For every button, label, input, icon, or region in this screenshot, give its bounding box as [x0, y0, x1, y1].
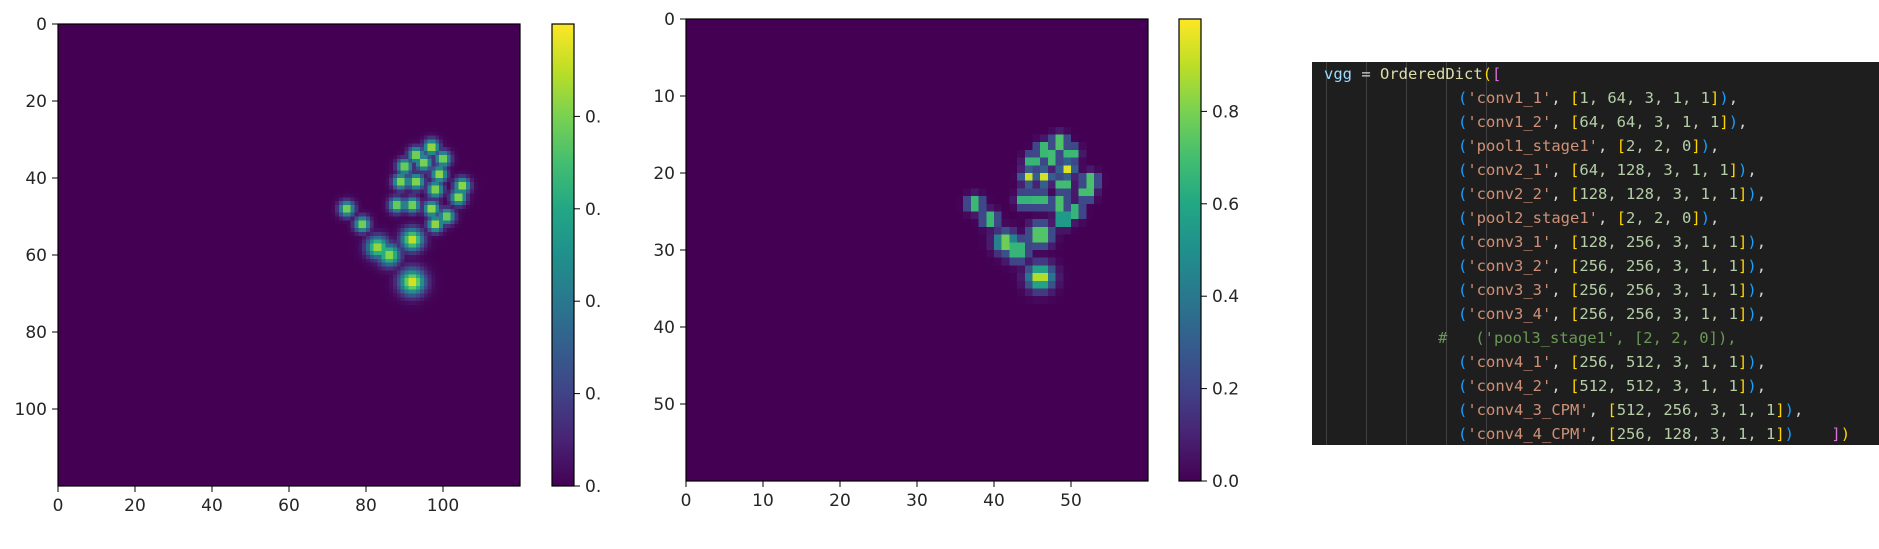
code-string: 'conv2_1' — [1467, 161, 1552, 179]
code-line-header[interactable]: vgg = OrderedDict([ — [1324, 65, 1502, 83]
colorbar-tick-label: 0.4 — [585, 292, 600, 312]
colorbar-tick-label: 0.8 — [585, 107, 600, 127]
y-tick-label: 30 — [653, 241, 675, 261]
y-tick-label: 0 — [36, 15, 47, 35]
x-tick-label: 60 — [278, 496, 300, 516]
code-numbers: 256, 256, 3, 1, 1 — [1579, 257, 1738, 275]
y-tick-label: 50 — [653, 395, 675, 415]
x-tick-label: 40 — [201, 496, 223, 516]
code-line[interactable]: ('conv2_1', [64, 128, 3, 1, 1]), — [1458, 161, 1757, 179]
code-string: 'conv4_1' — [1467, 353, 1552, 371]
code-comment: # ('pool3_stage1', [2, 2, 0]), — [1438, 329, 1737, 347]
heatmap-figure-left: 0 20 40 60 80 100 0 20 40 60 80 100 0.0 0.2 0.4 0.6 0.8 — [15, 15, 600, 516]
colorbar-tick-label: 0.0 — [1212, 472, 1239, 492]
code-string: 'conv1_1' — [1467, 89, 1552, 107]
x-tick-label: 0 — [681, 491, 692, 511]
y-tick-label: 100 — [15, 400, 47, 420]
code-string: 'conv3_1' — [1467, 233, 1552, 251]
colorbar-tick-label: 0.4 — [1212, 287, 1239, 307]
code-numbers: 1, 64, 3, 1, 1 — [1579, 89, 1711, 107]
y-tick-label: 0 — [664, 10, 675, 30]
code-line[interactable]: ('pool1_stage1', [2, 2, 0]), — [1458, 137, 1720, 155]
code-numbers: 128, 128, 3, 1, 1 — [1579, 185, 1738, 203]
colorbar-tick-label: 0.6 — [585, 200, 600, 220]
code-line[interactable]: ('conv3_2', [256, 256, 3, 1, 1]), — [1458, 257, 1767, 275]
code-numbers: 256, 256, 3, 1, 1 — [1579, 281, 1738, 299]
code-string: 'conv4_3_CPM' — [1467, 401, 1589, 419]
x-tick-label: 50 — [1060, 491, 1082, 511]
colorbar-tick-label: 0.0 — [585, 477, 600, 497]
colorbar-tick-label: 0.6 — [1212, 195, 1239, 215]
code-string: 'conv4_4_CPM' — [1467, 425, 1589, 443]
code-string: 'conv3_4' — [1467, 305, 1552, 323]
code-numbers: 512, 256, 3, 1, 1 — [1616, 401, 1776, 419]
code-line[interactable]: ('conv3_3', [256, 256, 3, 1, 1]), — [1458, 281, 1767, 299]
colorbar-tick-label: 0.2 — [1212, 380, 1239, 400]
code-numbers: 64, 64, 3, 1, 1 — [1579, 113, 1720, 131]
colorbar-tick-label: 0.2 — [585, 385, 600, 405]
code-string: 'conv2_2' — [1467, 185, 1552, 203]
code-string: 'conv3_2' — [1467, 257, 1552, 275]
y-tick-label: 10 — [653, 87, 675, 107]
x-tick-label: 20 — [124, 496, 146, 516]
heatmap-image — [58, 24, 520, 486]
code-numbers: 128, 256, 3, 1, 1 — [1579, 233, 1738, 251]
code-editor-panel[interactable]: vgg = OrderedDict([ ('conv1_1', [1, 64, 3… — [1312, 62, 1879, 445]
code-line[interactable]: ('conv4_2', [512, 512, 3, 1, 1]), — [1458, 377, 1767, 395]
code-variable: vgg — [1324, 65, 1352, 83]
code-string: 'pool2_stage1' — [1467, 209, 1598, 227]
y-tick-label: 20 — [25, 92, 47, 112]
code-line[interactable]: ('conv1_2', [64, 64, 3, 1, 1]), — [1458, 113, 1748, 131]
y-tick-label: 40 — [25, 169, 47, 189]
y-tick-label: 80 — [25, 323, 47, 343]
x-tick-label: 20 — [829, 491, 851, 511]
code-string: 'conv4_2' — [1467, 377, 1552, 395]
code-line[interactable]: ('conv4_1', [256, 512, 3, 1, 1]), — [1458, 353, 1767, 371]
x-tick-label: 40 — [983, 491, 1005, 511]
code-line[interactable]: ('conv4_4_CPM', [256, 128, 3, 1, 1]) ]) — [1458, 425, 1851, 443]
code-line[interactable]: ('pool2_stage1', [2, 2, 0]), — [1458, 209, 1720, 227]
x-tick-label: 10 — [752, 491, 774, 511]
code-line[interactable]: ('conv3_1', [128, 256, 3, 1, 1]), — [1458, 233, 1767, 251]
x-tick-label: 100 — [427, 496, 459, 516]
y-tick-label: 20 — [653, 164, 675, 184]
x-tick-label: 30 — [906, 491, 928, 511]
code-numbers: 256, 128, 3, 1, 1 — [1616, 425, 1776, 443]
code-line[interactable]: ('conv4_3_CPM', [512, 256, 3, 1, 1]), — [1458, 401, 1804, 419]
code-numbers: 2, 2, 0 — [1626, 209, 1692, 227]
colorbar-tick-label: 0.8 — [1212, 102, 1239, 122]
code-line-comment[interactable]: # ('pool3_stage1', [2, 2, 0]), — [1438, 326, 1737, 350]
code-line[interactable]: ('conv3_4', [256, 256, 3, 1, 1]), — [1458, 305, 1767, 323]
x-tick-label: 0 — [53, 496, 64, 516]
code-string: 'conv1_2' — [1467, 113, 1552, 131]
y-tick-label: 40 — [653, 318, 675, 338]
code-numbers: 256, 512, 3, 1, 1 — [1579, 353, 1738, 371]
code-numbers: 256, 256, 3, 1, 1 — [1579, 305, 1738, 323]
colorbar — [551, 23, 575, 487]
code-line[interactable]: ('conv1_1', [1, 64, 3, 1, 1]), — [1458, 89, 1739, 107]
code-string: 'conv3_3' — [1467, 281, 1552, 299]
heatmap-figure-middle: 0 10 20 30 40 50 0 10 20 30 40 50 0.0 0.2 0.4 0.6 0.8 — [653, 10, 1239, 511]
code-function: OrderedDict — [1380, 65, 1483, 83]
y-tick-label: 60 — [25, 246, 47, 266]
code-numbers: 512, 512, 3, 1, 1 — [1579, 377, 1738, 395]
x-tick-label: 80 — [355, 496, 377, 516]
code-numbers: 2, 2, 0 — [1626, 137, 1692, 155]
code-string: 'pool1_stage1' — [1467, 137, 1598, 155]
colorbar — [1178, 18, 1202, 482]
code-line[interactable]: ('conv2_2', [128, 128, 3, 1, 1]), — [1458, 185, 1767, 203]
code-numbers: 64, 128, 3, 1, 1 — [1579, 161, 1729, 179]
heatmap-image — [686, 19, 1148, 481]
